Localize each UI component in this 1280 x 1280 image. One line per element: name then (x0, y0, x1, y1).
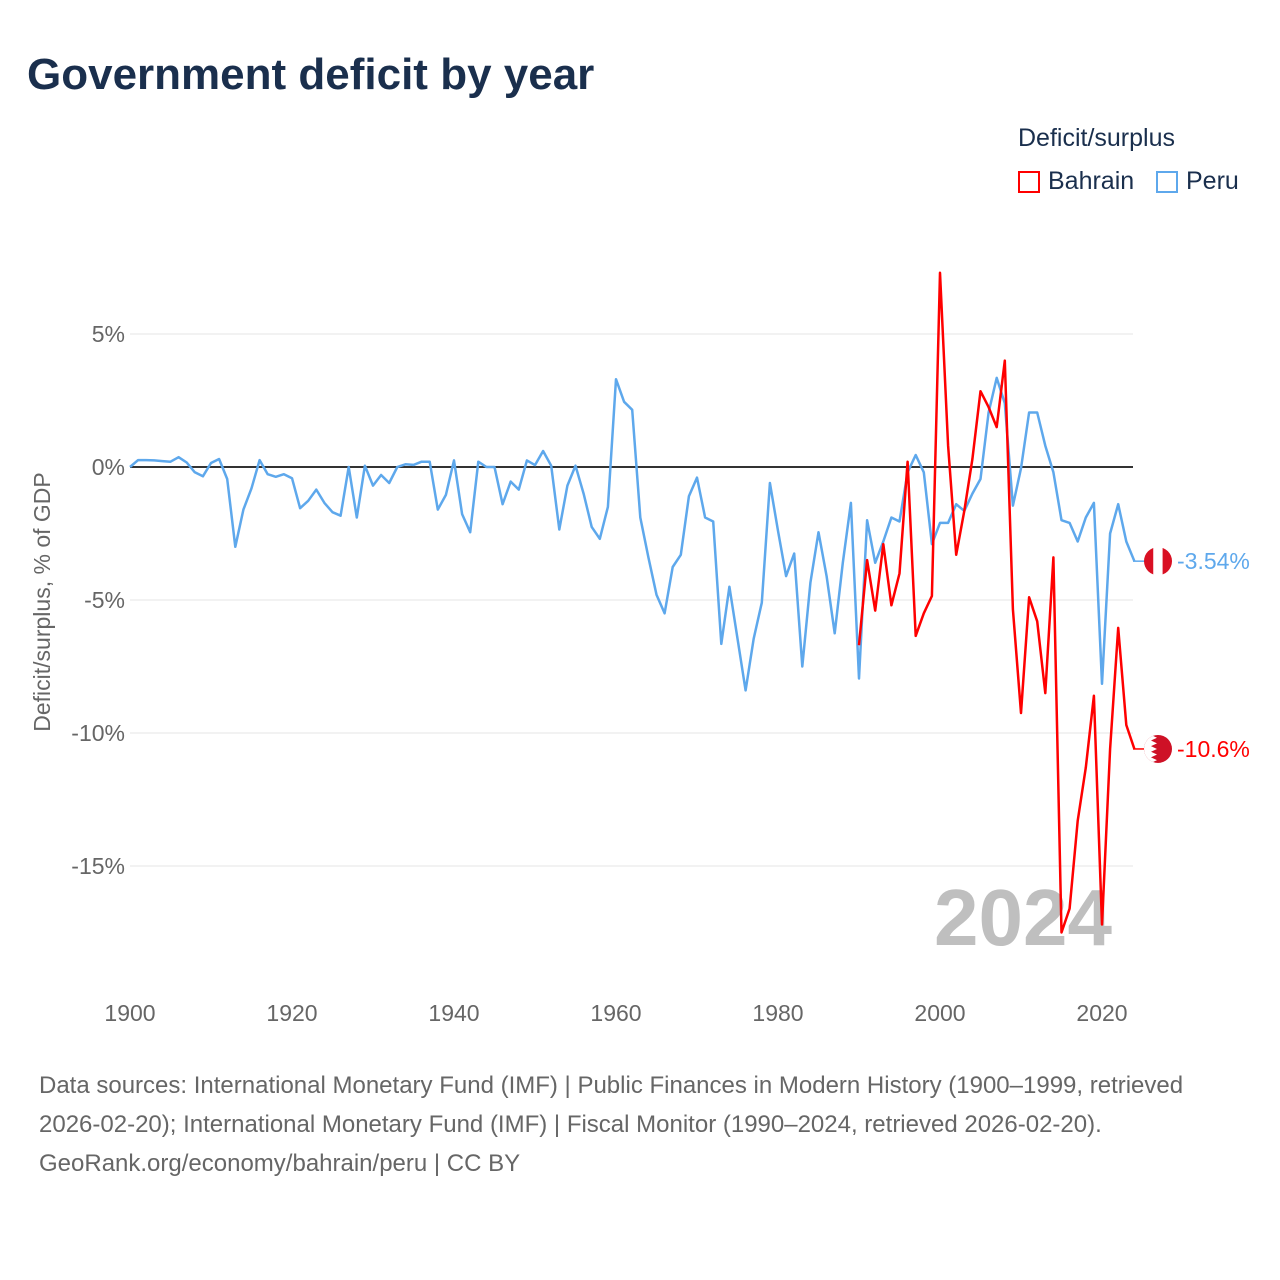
legend-item-peru[interactable]: Peru (1156, 167, 1239, 196)
x-tick-label: 1980 (752, 1000, 803, 1026)
x-tick-label: 1960 (590, 1000, 641, 1026)
line-chart: 2024 5% 0% -5% -10% -15% 1900 1920 1940 1960 1980… (29, 271, 1250, 1026)
y-tick-label: 5% (92, 321, 125, 347)
flag-bahrain-icon (1144, 734, 1172, 763)
data-sources: Data sources: International Monetary Fun… (39, 1072, 1184, 1138)
chart-title: Government deficit by year (27, 50, 595, 99)
end-value-label-peru: -3.54% (1177, 548, 1250, 574)
y-tick-label: -15% (71, 853, 125, 879)
x-tick-label: 1900 (104, 1000, 155, 1026)
y-axis-title: Deficit/surplus, % of GDP (29, 472, 55, 731)
y-tick-label: 0% (92, 454, 125, 480)
flag-peru-icon (1144, 547, 1172, 576)
legend-title: Deficit/surplus (1018, 124, 1175, 152)
y-tick-label: -5% (84, 587, 125, 613)
x-tick-label: 1920 (266, 1000, 317, 1026)
footer: Data sources: International Monetary Fun… (39, 1066, 1239, 1183)
y-tick-label: -10% (71, 720, 125, 746)
series-line-peru (129, 376, 1136, 692)
legend-label-peru: Peru (1186, 167, 1239, 195)
legend-item-bahrain[interactable]: Bahrain (1018, 167, 1134, 196)
x-tick-label: 2000 (914, 1000, 965, 1026)
legend-label-bahrain: Bahrain (1048, 167, 1135, 195)
series-line-bahrain (857, 271, 1136, 934)
legend-swatch-peru (1156, 170, 1178, 193)
x-tick-label: 1940 (428, 1000, 479, 1026)
credit-link[interactable]: GeoRank.org/economy/bahrain/peru | CC BY (39, 1150, 521, 1177)
end-value-label-bahrain: -10.6% (1177, 736, 1250, 762)
legend-swatch-bahrain (1018, 170, 1040, 193)
year-watermark: 2024 (934, 873, 1112, 962)
x-tick-label: 2020 (1076, 1000, 1127, 1026)
